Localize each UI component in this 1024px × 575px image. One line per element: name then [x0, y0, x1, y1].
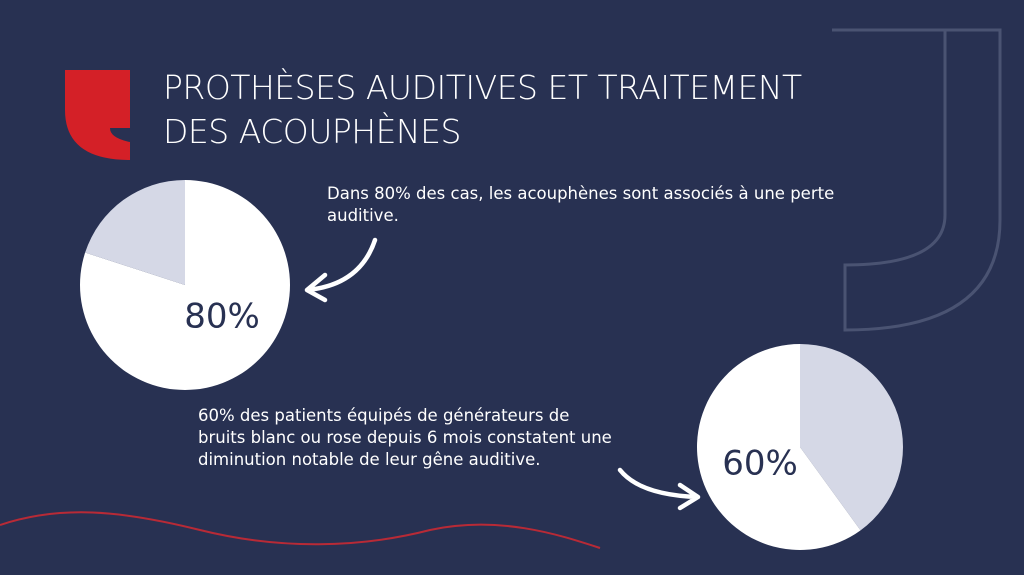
- title: PROTHÈSES AUDITIVES ET TRAITEMENT DES AC…: [163, 68, 802, 151]
- caption: Dans 80% des cas, les acouphènes sont as…: [327, 184, 835, 225]
- pie-label: 80%: [184, 297, 260, 337]
- caption: 60% des patients équipés de générateurs …: [198, 406, 612, 469]
- decor-outline: [832, 28, 1002, 332]
- logo: [65, 70, 130, 160]
- pie-label: 60%: [722, 444, 798, 484]
- pie-slice: [85, 180, 185, 285]
- arrow: [304, 237, 378, 303]
- arrow: [617, 467, 701, 511]
- wave: [0, 511, 601, 549]
- pie-slice: [800, 344, 903, 531]
- pie-slice: [696, 343, 861, 550]
